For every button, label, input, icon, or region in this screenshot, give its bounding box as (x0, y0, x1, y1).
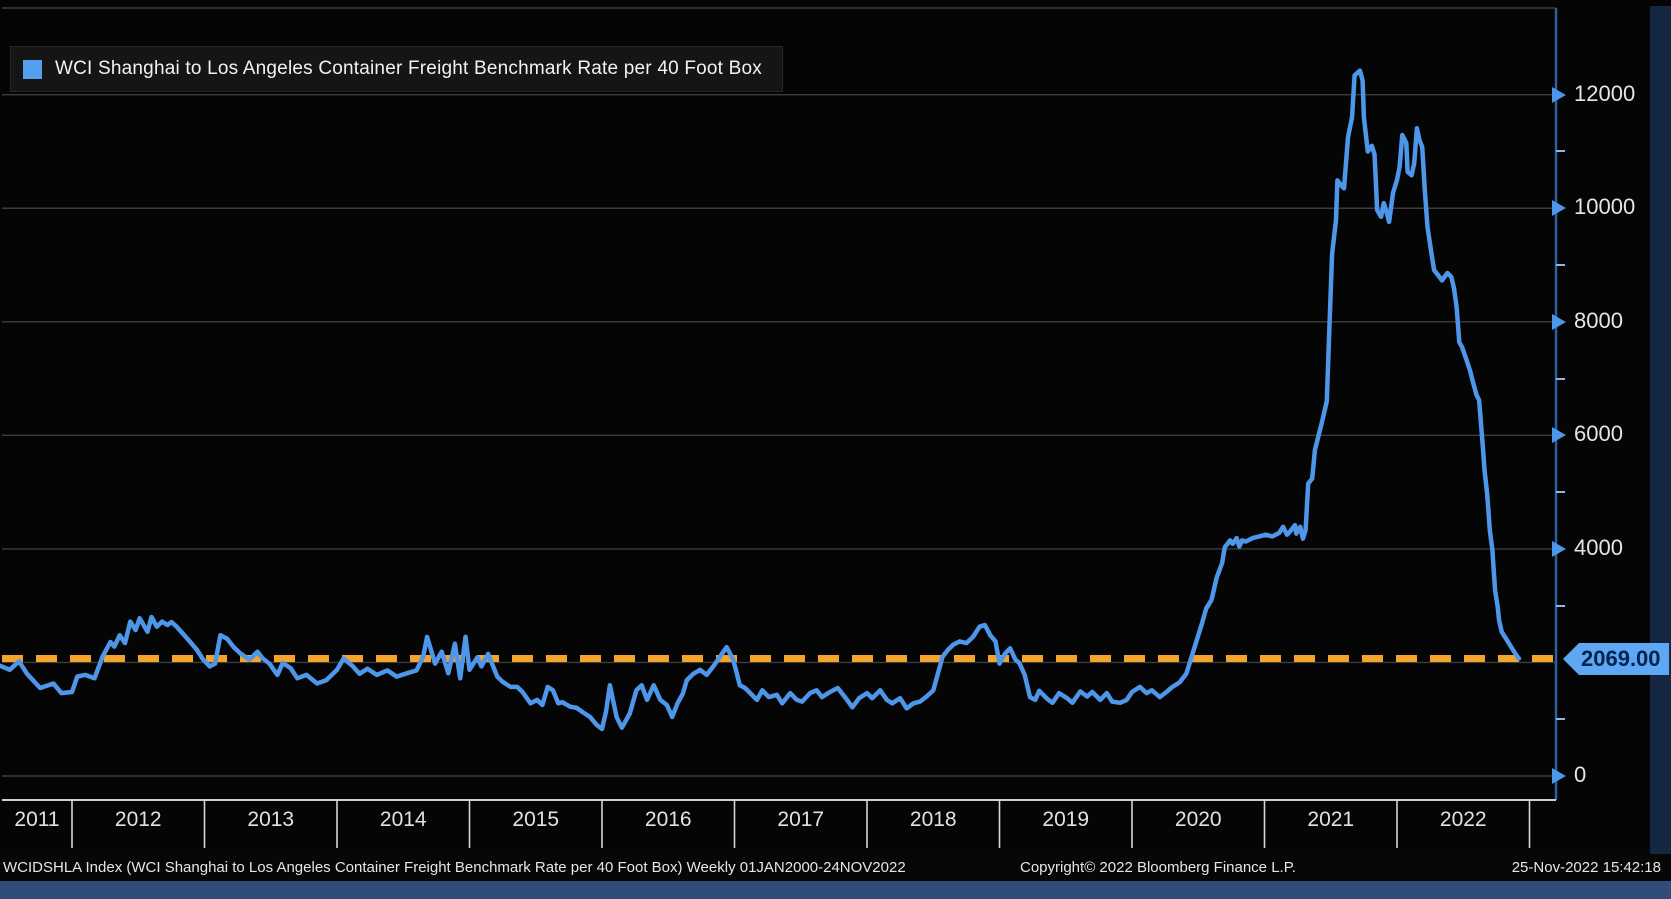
x-axis-year-label: 2020 (1174, 808, 1222, 831)
price-tag-arrow-icon (1563, 642, 1579, 675)
x-axis-year-label: 2021 (1307, 808, 1355, 831)
last-price-value: 2069.00 (1579, 642, 1669, 675)
y-minor-tick (1556, 491, 1565, 494)
legend-label: WCI Shanghai to Los Angeles Container Fr… (55, 58, 762, 79)
y-minor-tick (1556, 718, 1565, 721)
y-minor-tick (1556, 604, 1565, 607)
plot-canvas[interactable] (0, 0, 1671, 854)
x-axis-year-label: 2014 (379, 808, 427, 831)
y-tick-arrow-icon (1552, 768, 1566, 784)
x-axis-year-label: 2011 (14, 808, 60, 831)
y-axis-label: 10000 (1574, 194, 1636, 220)
status-bar: WCIDSHLA Index (WCI Shanghai to Los Ange… (0, 854, 1671, 881)
y-tick-arrow-icon (1552, 427, 1566, 444)
y-axis-label: 8000 (1574, 307, 1623, 333)
y-tick-arrow-icon (1552, 540, 1566, 557)
price-line-series (0, 68, 1522, 732)
last-price-tag: 2069.00 (1563, 642, 1669, 675)
y-axis-label: 12000 (1574, 80, 1636, 106)
legend-swatch-icon (23, 59, 42, 79)
x-axis-year-label: 2018 (909, 808, 957, 831)
y-minor-tick (1556, 264, 1565, 267)
legend-item[interactable]: WCI Shanghai to Los Angeles Container Fr… (10, 46, 783, 92)
x-axis-year-label: 2013 (247, 808, 295, 831)
copyright-text: Copyright© 2022 Bloomberg Finance L.P. (1020, 859, 1296, 876)
y-minor-tick (1556, 377, 1565, 380)
y-tick-arrow-icon (1552, 200, 1566, 217)
right-margin-strip (1650, 6, 1671, 854)
y-minor-tick (1556, 150, 1565, 153)
y-axis-label: 4000 (1574, 534, 1623, 560)
ticker-description: WCIDSHLA Index (WCI Shanghai to Los Ange… (3, 859, 906, 876)
y-tick-arrow-icon (1552, 313, 1566, 330)
x-axis-year-label: 2012 (114, 808, 162, 831)
y-axis-label: 0 (1574, 761, 1587, 787)
y-axis-label: 6000 (1574, 421, 1623, 447)
timestamp: 25-Nov-2022 15:42:18 (1511, 859, 1661, 876)
x-axis-year-label: 2016 (644, 808, 692, 831)
x-axis-year-label: 2017 (777, 808, 825, 831)
x-axis-year-label: 2015 (512, 808, 560, 831)
x-axis-year-label: 2019 (1042, 808, 1090, 831)
y-tick-arrow-icon (1552, 86, 1566, 103)
bottom-window-strip (0, 881, 1671, 899)
x-axis-year-label: 2022 (1439, 808, 1487, 831)
